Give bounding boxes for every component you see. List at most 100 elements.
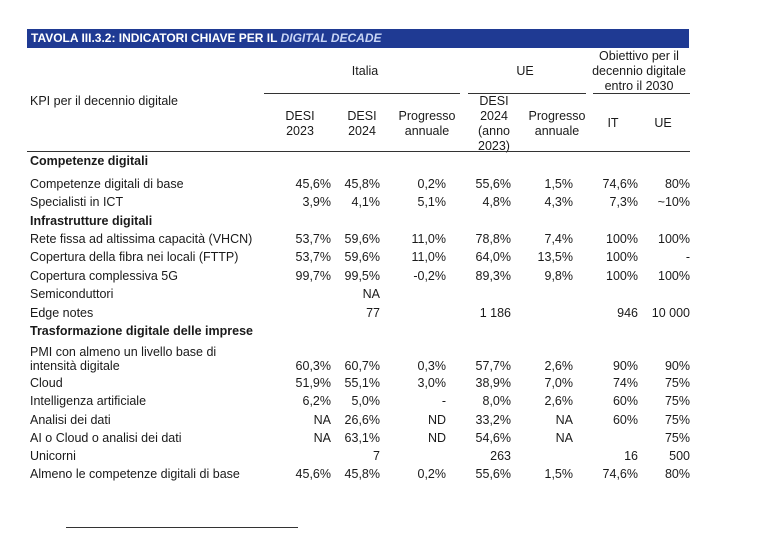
table-cell: 4,1% — [351, 195, 381, 209]
table-cell: 7,4% — [544, 232, 574, 246]
col-header-progresso-it: Progresso annuale — [394, 109, 460, 139]
table-cell: ND — [427, 413, 446, 427]
table-cell: NA — [313, 431, 331, 445]
row-label: Copertura della fibra nei locali (FTTP) — [30, 250, 239, 264]
table-cell: 16 — [624, 449, 638, 463]
table-cell: 1 186 — [479, 306, 511, 320]
table-cell: 0,2% — [417, 467, 447, 481]
col-header-line: DESI — [285, 109, 315, 123]
table-cell: 6,2% — [302, 394, 332, 408]
obiettivo-line-2: decennio digitale — [592, 64, 686, 78]
col-header-line: DESI — [479, 94, 509, 108]
col-header-line: (anno — [478, 124, 510, 138]
table-cell: 5,1% — [417, 195, 447, 209]
table-cell: 55,1% — [344, 376, 380, 390]
table-cell: 100% — [658, 269, 690, 283]
table-cell: 45,6% — [295, 177, 331, 191]
table-cell: 75% — [664, 431, 690, 445]
row-label: intensità digitale — [30, 359, 120, 373]
col-header-obiettivo-it: IT — [607, 116, 619, 130]
table-cell: NA — [555, 431, 573, 445]
group-header-obiettivo: Obiettivo per il decennio digitale entro… — [580, 49, 698, 94]
header-rule — [27, 151, 690, 152]
table-cell: 99,5% — [344, 269, 380, 283]
table-cell: 74,6% — [602, 177, 638, 191]
table-cell: 80% — [664, 467, 690, 481]
col-header-line: Progresso — [398, 109, 456, 123]
table-cell: 4,8% — [482, 195, 512, 209]
col-header-obiettivo-ue: UE — [654, 116, 672, 130]
col-header-progresso-ue: Progresso annuale — [524, 109, 590, 139]
table-title: TAVOLA III.3.2: INDICATORI CHIAVE PER IL… — [27, 29, 689, 48]
table-cell: 3,9% — [302, 195, 332, 209]
table-cell: 946 — [617, 306, 638, 320]
table-cell: NA — [313, 413, 331, 427]
footnote-separator — [66, 527, 298, 528]
table-cell: 263 — [490, 449, 511, 463]
kpi-header-label: KPI per il decennio digitale — [30, 94, 179, 108]
table-cell: 38,9% — [475, 376, 511, 390]
row-label: PMI con almeno un livello base di — [30, 345, 217, 359]
table-cell: - — [441, 394, 446, 408]
table-cell: 500 — [669, 449, 690, 463]
table-cell: 89,3% — [475, 269, 511, 283]
section-header: Competenze digitali — [30, 154, 149, 168]
table-title-prefix: TAVOLA III.3.2: INDICATORI CHIAVE PER IL — [31, 31, 281, 45]
row-label: Copertura complessiva 5G — [30, 269, 178, 283]
table-cell: 51,9% — [295, 376, 331, 390]
table-cell: 60,3% — [295, 359, 331, 373]
row-label: AI o Cloud o analisi dei dati — [30, 431, 182, 445]
row-label: Edge notes — [30, 306, 94, 320]
row-label: Analisi dei dati — [30, 413, 111, 427]
col-header-line: Progresso — [528, 109, 586, 123]
row-label: Semiconduttori — [30, 287, 114, 301]
table-cell: 45,8% — [344, 467, 380, 481]
table-cell: NA — [362, 287, 380, 301]
table-cell: 59,6% — [344, 250, 380, 264]
table-cell: 10 000 — [651, 306, 690, 320]
col-header-line: annuale — [404, 124, 450, 138]
table-cell: 55,6% — [475, 467, 511, 481]
table-cell: 11,0% — [411, 232, 446, 246]
table-cell: 60% — [612, 413, 638, 427]
obiettivo-line-1: Obiettivo per il — [599, 49, 679, 63]
table-cell: 59,6% — [344, 232, 380, 246]
row-label: Almeno le competenze digitali di base — [30, 467, 240, 481]
row-label: Specialisti in ICT — [30, 195, 124, 209]
table-cell: 0,2% — [417, 177, 447, 191]
table-cell: 9,8% — [544, 269, 574, 283]
section-header: Trasformazione digitale delle imprese — [30, 324, 253, 338]
rule-italia — [264, 93, 460, 94]
table-cell: 1,5% — [544, 467, 574, 481]
table-cell: 74,6% — [602, 467, 638, 481]
rule-obiettivo — [593, 93, 690, 94]
table-cell: 8,0% — [482, 394, 512, 408]
table-cell: 57,7% — [475, 359, 511, 373]
row-label: Rete fissa ad altissima capacità (VHCN) — [30, 232, 253, 246]
group-header-italia: Italia — [351, 64, 379, 78]
table-cell: NA — [555, 413, 573, 427]
table-cell: 77 — [366, 306, 380, 320]
table-cell: 4,3% — [544, 195, 574, 209]
table-cell: 33,2% — [475, 413, 511, 427]
table-cell: ND — [427, 431, 446, 445]
col-header-desi-2024-ue: DESI 2024 (anno 2023) — [464, 94, 524, 154]
section-header: Infrastrutture digitali — [30, 214, 153, 228]
table-cell: 75% — [664, 394, 690, 408]
table-cell: 100% — [658, 232, 690, 246]
table-title-italic: DIGITAL DECADE — [280, 31, 382, 45]
table-cell: 0,3% — [417, 359, 447, 373]
row-label: Cloud — [30, 376, 63, 390]
table-cell: 100% — [606, 269, 638, 283]
table-cell: 11,0% — [411, 250, 446, 264]
table-cell: 100% — [606, 250, 638, 264]
table-cell: 7,0% — [544, 376, 574, 390]
table-cell: 60% — [612, 394, 638, 408]
table-cell: 1,5% — [544, 177, 574, 191]
rule-ue — [468, 93, 586, 94]
col-header-desi-2024: DESI 2024 — [332, 109, 392, 139]
table-cell: 90% — [612, 359, 638, 373]
col-header-desi-2023: DESI 2023 — [270, 109, 330, 139]
table-cell: 80% — [664, 177, 690, 191]
table-cell: 2,6% — [544, 394, 574, 408]
